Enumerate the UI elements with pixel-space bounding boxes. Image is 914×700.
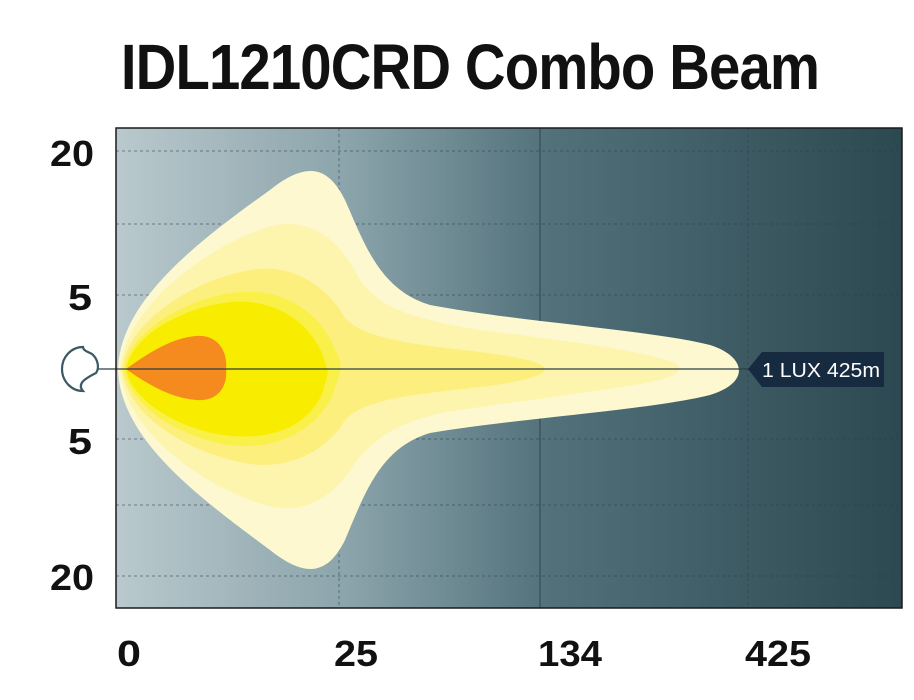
lux-annotation-flag — [748, 352, 884, 387]
y-axis-ticks: 20 5 5 20 — [50, 133, 94, 598]
x-axis-ticks: 0 25 134 425 — [117, 633, 811, 674]
y-tick-20-bottom: 20 — [50, 557, 94, 598]
headlight-icon — [60, 345, 99, 393]
y-tick-5-top: 5 — [68, 277, 92, 318]
beam-zones — [118, 171, 739, 569]
beam-hotspot — [126, 335, 227, 401]
x-tick-425: 425 — [745, 633, 811, 674]
y-tick-5-bottom: 5 — [68, 421, 92, 462]
y-tick-20-top: 20 — [50, 133, 94, 174]
lux-annotation-label: 1 LUX 425m — [762, 360, 880, 382]
x-tick-25: 25 — [334, 633, 378, 674]
x-tick-0: 0 — [117, 633, 141, 674]
plot-frame — [115, 127, 903, 609]
chart-title: IDL1210CRD Combo Beam — [120, 31, 820, 103]
lux-annotation: 1 LUX 425m — [748, 352, 884, 387]
x-tick-134: 134 — [538, 633, 602, 674]
